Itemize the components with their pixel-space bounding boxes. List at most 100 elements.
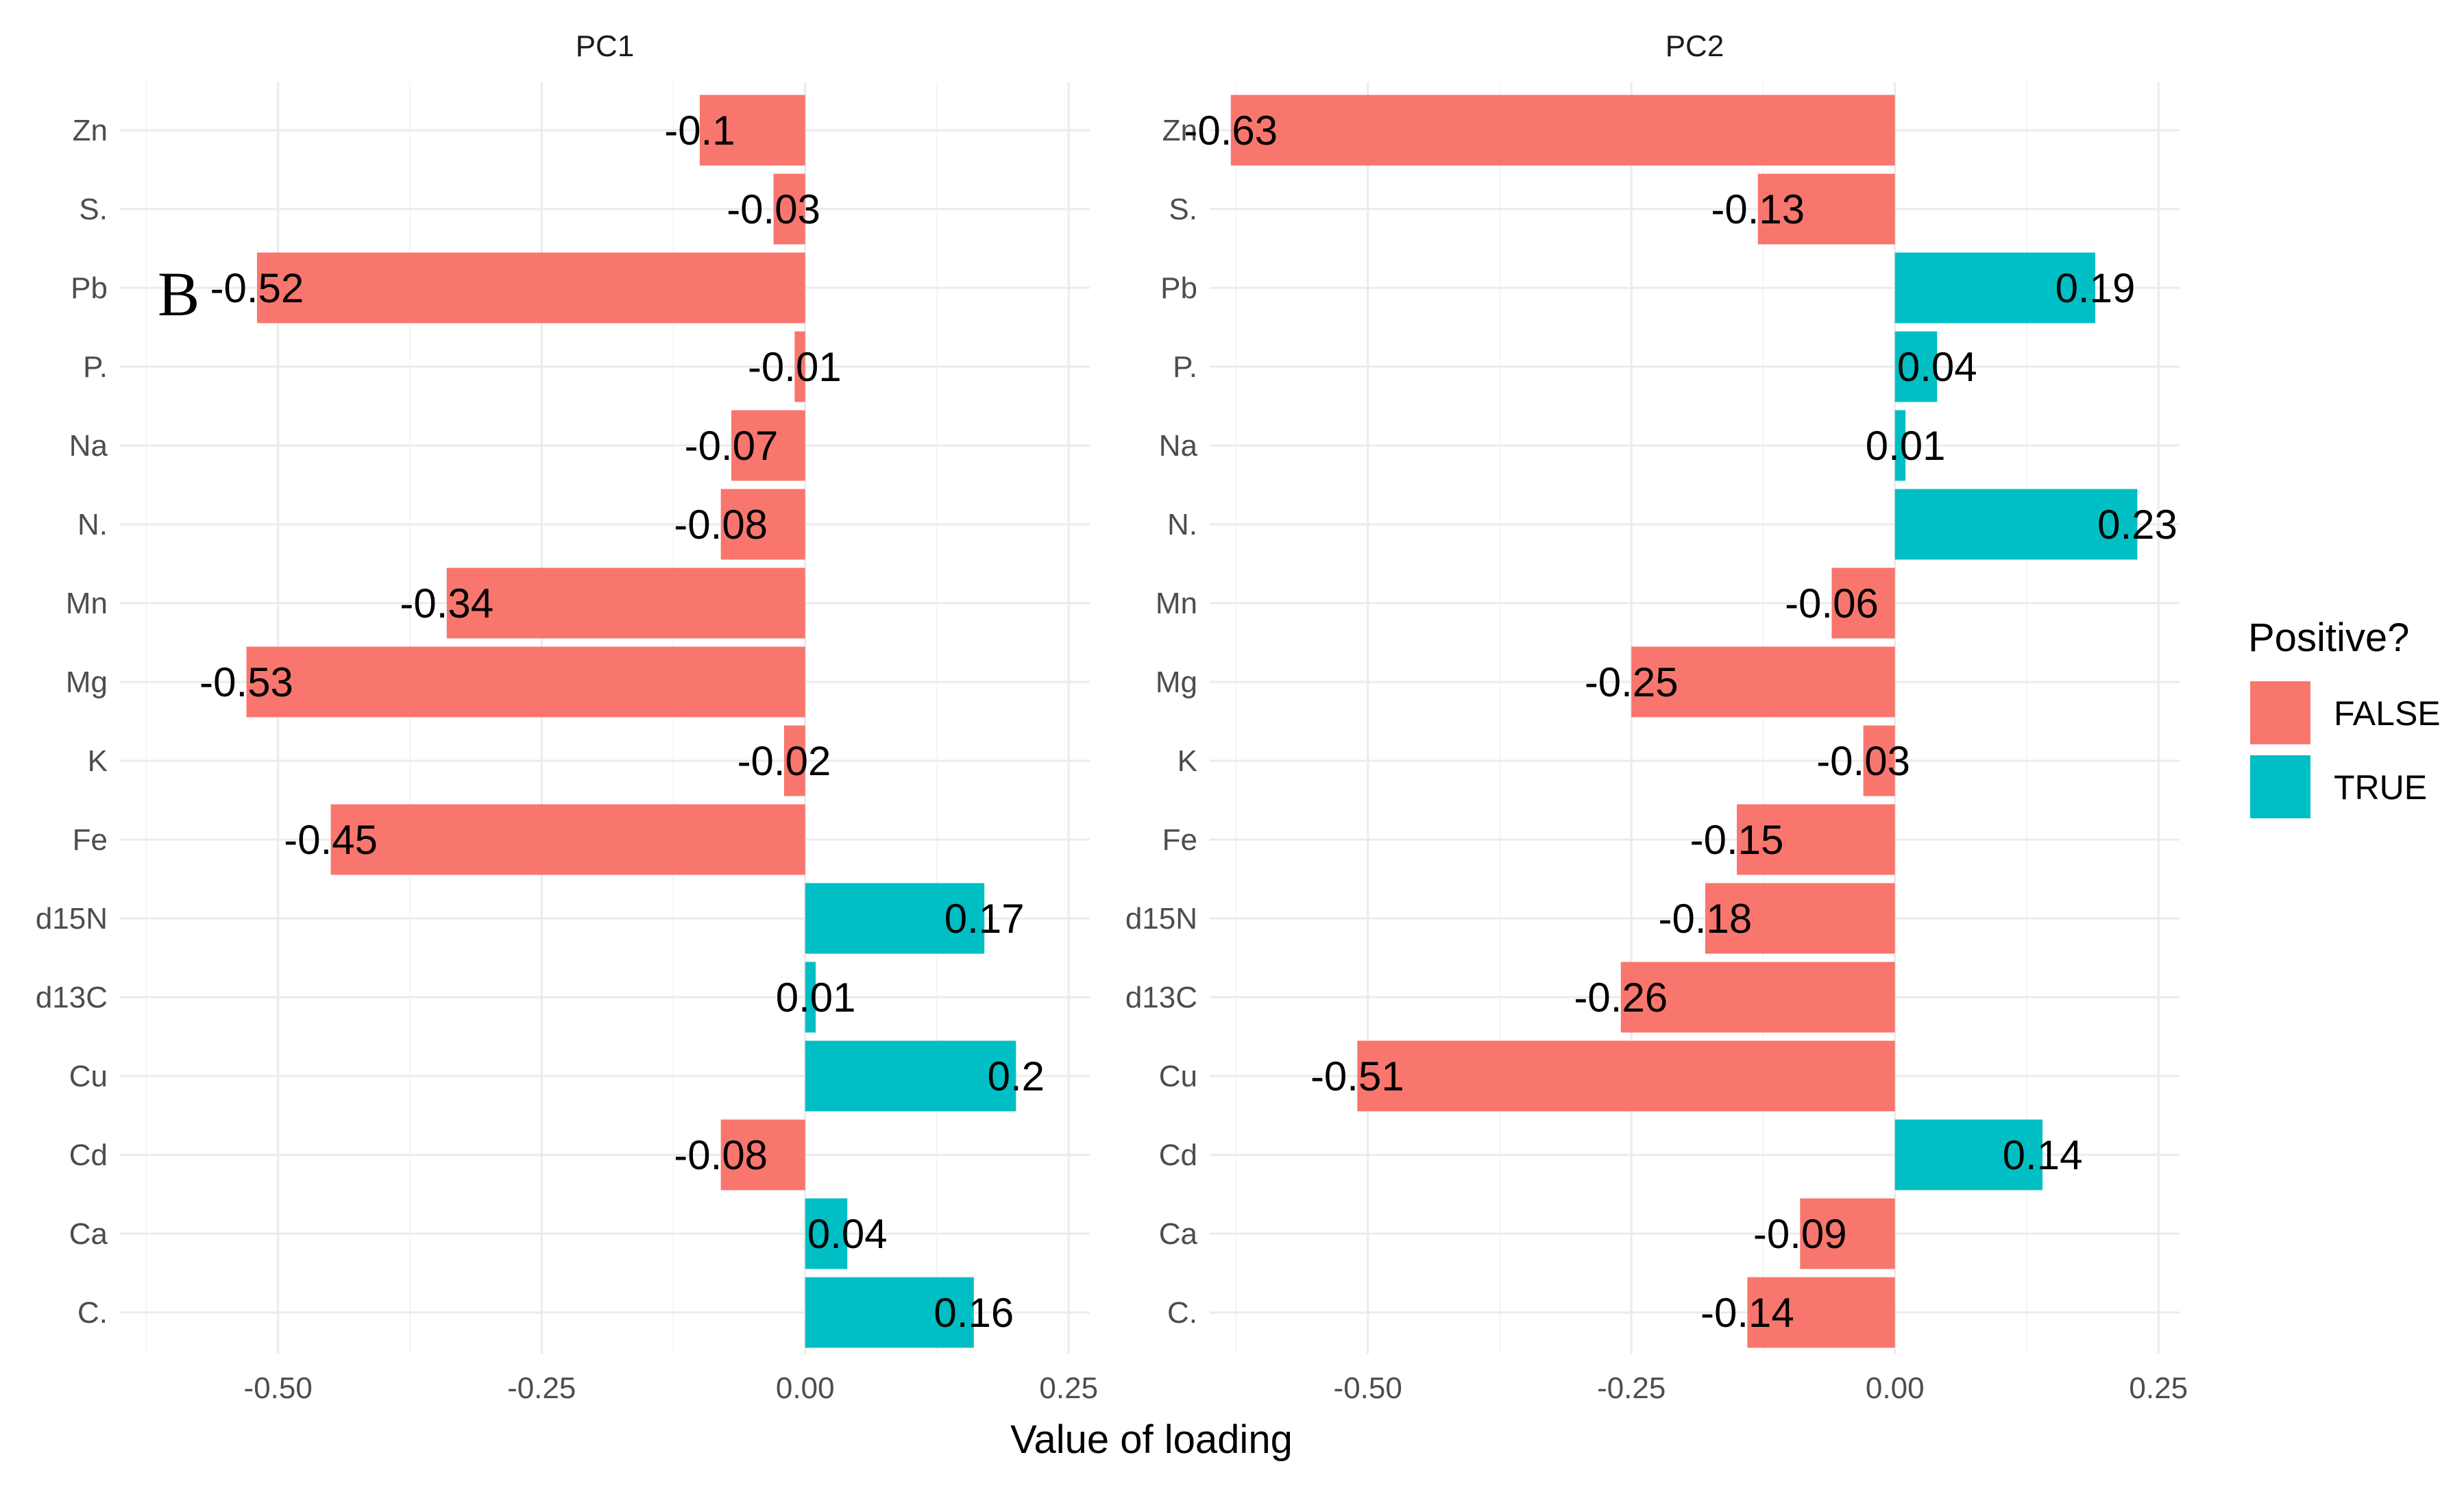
y-tick-label: Zn — [1162, 114, 1197, 147]
data-label: 0.04 — [807, 1211, 888, 1257]
y-tick-label: Mg — [66, 665, 108, 699]
bar — [805, 1040, 1016, 1112]
data-label: -0.08 — [674, 1132, 768, 1178]
data-label: -0.51 — [1310, 1053, 1404, 1099]
data-label: 0.2 — [988, 1053, 1045, 1099]
legend-swatch-false — [2250, 681, 2310, 744]
bar — [1747, 1277, 1895, 1348]
x-tick-label: 0.00 — [1866, 1371, 1925, 1405]
x-axis-label: Value of loading — [1010, 1417, 1293, 1462]
y-tick-label: Ca — [69, 1217, 108, 1251]
y-tick-label: Cd — [69, 1138, 108, 1172]
x-tick-label: -0.25 — [1597, 1371, 1666, 1405]
y-tick-label: Fe — [1162, 823, 1197, 857]
data-label: 0.16 — [934, 1290, 1014, 1336]
y-tick-label: d13C — [1125, 981, 1197, 1014]
data-label: -0.45 — [284, 817, 378, 863]
bar — [1894, 489, 2138, 560]
y-tick-label: Mn — [66, 587, 108, 620]
legend: Positive? FALSE TRUE — [2248, 615, 2441, 818]
data-label: -0.14 — [1700, 1290, 1794, 1336]
y-tick-label: N. — [77, 508, 108, 541]
bar — [246, 646, 805, 718]
bar — [720, 1119, 805, 1190]
bar — [446, 567, 805, 639]
bar — [731, 410, 805, 481]
data-label: 0.01 — [1866, 423, 1946, 469]
y-tick-label: Pb — [71, 271, 108, 305]
data-label: 0.23 — [2097, 502, 2178, 548]
panel-letter: B — [158, 259, 199, 329]
y-tick-label: d13C — [36, 981, 108, 1014]
y-tick-label: Fe — [73, 823, 108, 857]
y-tick-label: K — [1178, 744, 1197, 778]
y-tick-label: Pb — [1160, 271, 1197, 305]
data-label: -0.09 — [1753, 1211, 1847, 1257]
bar — [1631, 646, 1895, 718]
legend-title: Positive? — [2248, 615, 2409, 660]
bar — [1894, 252, 2095, 323]
y-tick-label: Cu — [1159, 1060, 1197, 1093]
y-tick-label: d15N — [36, 902, 108, 936]
facet-panel-pc2: PC2 Zn S. Pb P. Na N. Mn Mg K Fe d15N d13C Cu Cd Ca C. -0… — [1125, 29, 2188, 1405]
y-tick-label: S. — [79, 193, 108, 226]
bar — [1800, 1198, 1895, 1269]
data-label: -0.02 — [737, 738, 831, 784]
bar — [1863, 725, 1895, 796]
bar — [1894, 410, 1906, 481]
data-label: -0.52 — [210, 265, 304, 311]
y-tick-label: Na — [69, 429, 108, 463]
data-label: -0.1 — [664, 108, 735, 154]
bar — [330, 804, 805, 875]
data-label: -0.18 — [1658, 896, 1752, 942]
data-label: -0.26 — [1574, 975, 1668, 1021]
bar — [1831, 567, 1895, 639]
bar — [805, 962, 816, 1033]
data-label: 0.14 — [2003, 1132, 2083, 1178]
data-label: -0.06 — [1785, 581, 1879, 626]
facet-title: PC1 — [576, 29, 635, 63]
bar — [773, 173, 805, 245]
bar — [1620, 962, 1895, 1033]
y-tick-label: Mg — [1156, 665, 1197, 699]
y-tick-label: Cu — [69, 1060, 108, 1093]
y-tick-label: Cd — [1159, 1138, 1197, 1172]
bar — [794, 331, 805, 402]
bar — [1757, 173, 1895, 245]
x-tick-label: 0.25 — [1039, 1371, 1098, 1405]
y-tick-label: S. — [1169, 193, 1197, 226]
data-label: -0.15 — [1690, 817, 1784, 863]
bar — [1737, 804, 1895, 875]
facet-panel-pc1: PC1 Zn S. Pb P. Na N. Mn Mg K Fe d15N d13C Cu Cd Ca C. -0… — [36, 29, 1098, 1405]
bar — [720, 489, 805, 560]
data-label: -0.03 — [1816, 738, 1910, 784]
y-tick-label: Na — [1159, 429, 1198, 463]
bar — [783, 725, 805, 796]
y-tick-label: P. — [1173, 350, 1197, 384]
y-tick-label: P. — [83, 350, 108, 384]
bar — [805, 1198, 848, 1269]
data-label: 0.17 — [944, 896, 1025, 942]
x-tick-label: 0.00 — [776, 1371, 835, 1405]
data-label: -0.63 — [1184, 108, 1278, 154]
data-label: -0.08 — [674, 502, 768, 548]
bar — [1357, 1040, 1895, 1112]
legend-label-false: FALSE — [2334, 694, 2441, 733]
x-tick-label: 0.25 — [2129, 1371, 2188, 1405]
y-tick-label: d15N — [1125, 902, 1197, 936]
bar — [256, 252, 805, 323]
bar — [805, 1277, 974, 1348]
y-tick-label: K — [88, 744, 108, 778]
data-label: -0.34 — [400, 581, 493, 626]
bar — [1894, 1119, 2043, 1190]
y-tick-label: C. — [77, 1296, 108, 1330]
x-tick-label: -0.50 — [1334, 1371, 1402, 1405]
x-tick-label: -0.25 — [507, 1371, 576, 1405]
data-label: -0.13 — [1711, 186, 1805, 232]
data-label: -0.25 — [1585, 659, 1679, 705]
bar — [1230, 95, 1895, 166]
data-label: -0.53 — [199, 659, 293, 705]
data-label: 0.19 — [2056, 265, 2136, 311]
data-label: 0.01 — [776, 975, 856, 1021]
